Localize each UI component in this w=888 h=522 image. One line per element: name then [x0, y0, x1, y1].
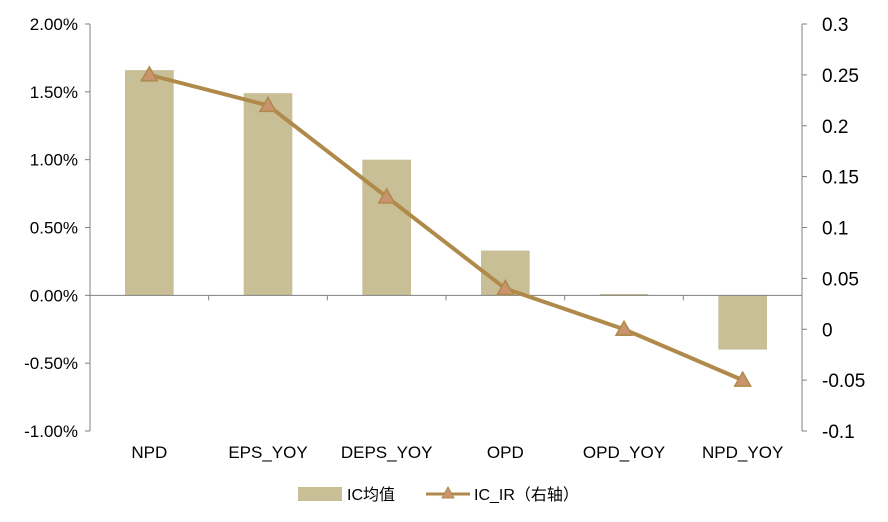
- legend: IC均值 IC_IR（右轴）: [298, 485, 579, 504]
- left-tick-label: 0.00%: [30, 286, 78, 305]
- bar: [243, 93, 293, 296]
- category-label: NPD: [131, 443, 167, 462]
- category-label: OPD: [487, 443, 524, 462]
- right-axis: 0.3 0.25 0.2 0.15 0.1 0.05 0 -0.05 -0.1: [801, 15, 865, 443]
- left-tick-label: 0.50%: [30, 219, 78, 238]
- category-label: OPD_YOY: [583, 443, 665, 462]
- line-series: [140, 65, 752, 387]
- left-tick-label: -1.00%: [24, 422, 78, 441]
- right-tick-label: -0.05: [822, 371, 865, 392]
- left-axis: 2.00% 1.50% 1.00% 0.50% 0.00% -0.50% -1.00%: [24, 15, 91, 441]
- category-label: EPS_YOY: [228, 443, 307, 462]
- right-tick-label: 0.05: [822, 269, 859, 290]
- right-tick-label: 0.25: [822, 66, 859, 87]
- line-path: [148, 72, 744, 382]
- line-marker: [140, 65, 159, 82]
- bar: [718, 295, 767, 350]
- legend-swatch-bar: [298, 487, 342, 501]
- line-marker: [258, 95, 278, 113]
- line-marker: [733, 370, 752, 387]
- line-marker: [496, 279, 515, 296]
- category-label: DEPS_YOY: [341, 443, 433, 462]
- bar-series: [89, 70, 803, 350]
- right-tick-label: -0.1: [822, 422, 855, 443]
- right-tick-label: 0.3: [822, 15, 848, 36]
- bar: [599, 293, 649, 296]
- right-tick-label: 0.15: [822, 168, 859, 189]
- right-tick-label: 0.2: [822, 117, 848, 138]
- category-label: NPD_YOY: [702, 443, 783, 462]
- right-tick-label: 0: [822, 320, 833, 341]
- line-marker: [377, 187, 396, 204]
- legend-swatch-marker: [441, 485, 455, 499]
- legend-label-bar: IC均值: [347, 486, 395, 504]
- left-tick-label: 1.50%: [30, 83, 78, 102]
- category-labels: NPD EPS_YOY DEPS_YOY OPD OPD_YOY NPD_YOY: [131, 443, 783, 462]
- line-marker: [614, 319, 634, 336]
- bar: [125, 70, 174, 296]
- left-tick-label: -0.50%: [24, 354, 78, 373]
- right-tick-label: 0.1: [822, 219, 848, 240]
- legend-label-line: IC_IR（右轴）: [474, 486, 579, 504]
- bar: [362, 159, 411, 296]
- left-tick-label: 1.00%: [30, 151, 78, 170]
- left-tick-label: 2.00%: [30, 15, 78, 34]
